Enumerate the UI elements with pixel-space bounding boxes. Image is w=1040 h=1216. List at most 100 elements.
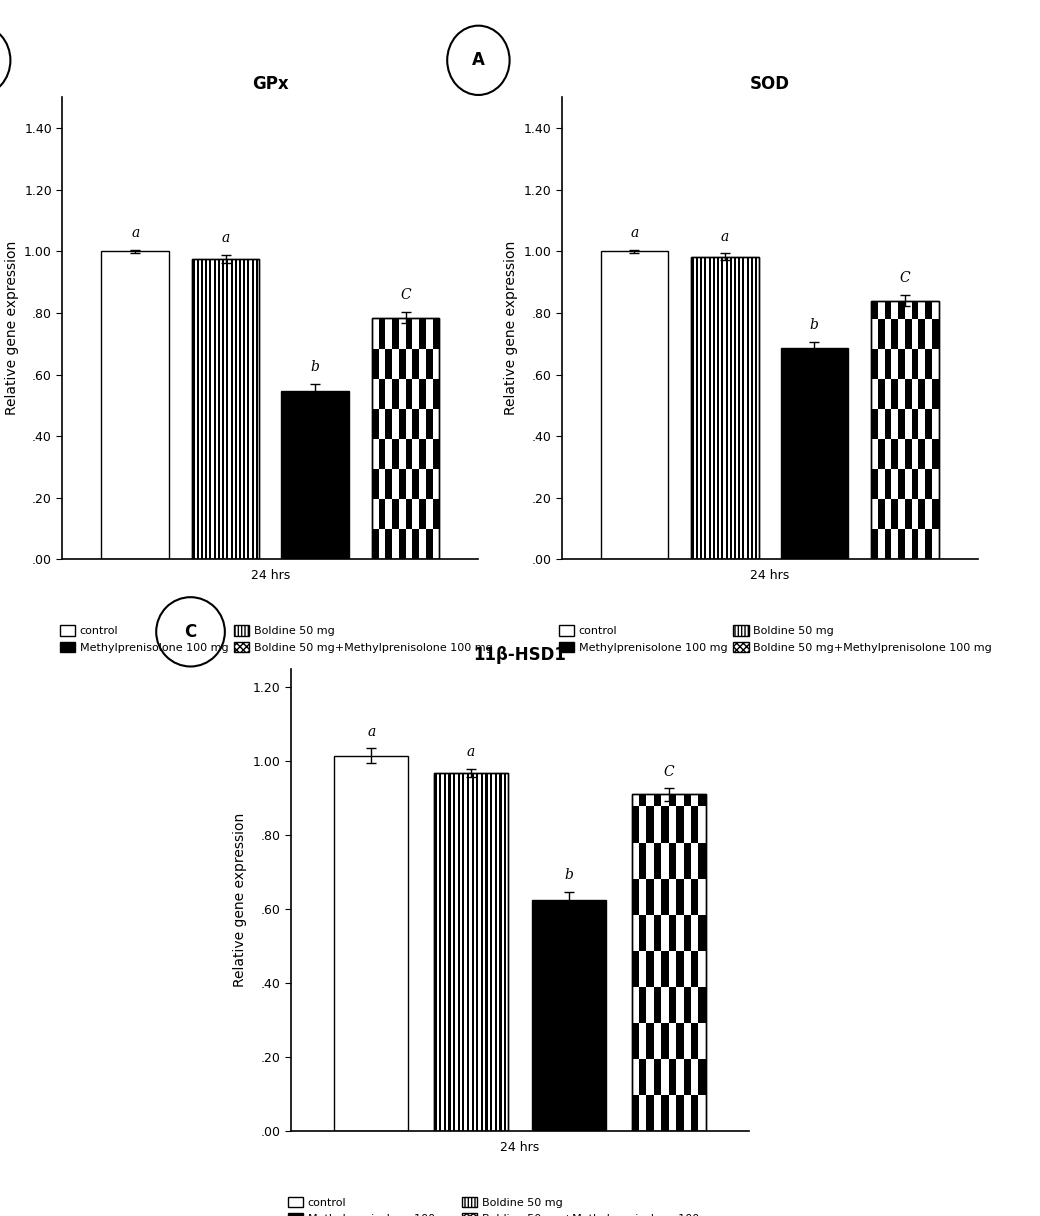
Bar [891,379,899,409]
Bar [433,439,439,469]
Bar [434,773,508,1131]
Bar [905,439,911,469]
Bar [379,500,385,529]
Bar [372,469,379,500]
Bar [683,986,691,1023]
Bar [385,409,392,439]
Bar [717,257,719,559]
Bar [419,500,426,529]
Bar [926,409,932,439]
Bar [462,773,465,1131]
Bar [102,252,168,559]
Bar [661,951,669,986]
Bar [256,259,258,559]
Bar [406,319,412,349]
Bar [243,259,245,559]
Bar [878,500,884,529]
Bar [631,1094,639,1131]
Bar [676,951,683,986]
Bar [781,348,849,559]
Y-axis label: Relative gene expression: Relative gene expression [4,241,19,416]
Bar [419,439,426,469]
Bar [399,529,406,559]
Bar [248,259,250,559]
Bar [435,773,437,1131]
Bar [669,986,676,1023]
Bar [412,349,419,379]
Bar [282,392,349,559]
Bar [392,500,399,529]
Bar [691,879,699,914]
Bar [654,986,661,1023]
Bar [654,1059,661,1094]
Bar [747,257,749,559]
Bar [433,500,439,529]
Bar [639,914,647,951]
Bar [372,317,379,319]
Text: A: A [472,51,485,69]
Bar [458,773,460,1131]
Bar [692,257,694,559]
Bar [217,259,219,559]
Bar [495,773,497,1131]
Bar [504,773,506,1131]
Bar [872,469,878,500]
Legend: control, Methylprenisolone 100 mg, Boldine 50 mg, Boldine 50 mg+Methylprenisolon: control, Methylprenisolone 100 mg, Boldi… [558,625,992,653]
Bar [691,1023,699,1059]
Bar [476,773,478,1131]
Bar [884,349,891,379]
Bar [722,257,724,559]
Bar [872,300,939,559]
Bar [878,379,884,409]
Bar [676,879,683,914]
Bar [434,773,508,1131]
Text: C: C [400,288,411,302]
Bar [676,1094,683,1131]
Bar [192,259,260,559]
Bar [661,806,669,843]
Bar [379,319,385,349]
Bar [872,529,878,559]
Bar [201,259,203,559]
Bar [911,349,918,379]
Bar [669,1059,676,1094]
Bar [480,773,483,1131]
Bar [385,469,392,500]
Bar [872,300,939,559]
Bar [699,986,706,1023]
Bar [691,806,699,843]
Bar [669,843,676,879]
Bar [385,529,392,559]
Y-axis label: Relative gene expression: Relative gene expression [233,812,248,987]
Bar [631,1023,639,1059]
Legend: control, Methylprenisolone 100 mg, Boldine 50 mg, Boldine 50 mg+Methylprenisolon: control, Methylprenisolone 100 mg, Boldi… [59,625,493,653]
Bar [399,409,406,439]
Bar [412,529,419,559]
Bar [372,529,379,559]
Bar [654,794,661,806]
Bar [676,806,683,843]
Bar [926,469,932,500]
Bar [639,794,647,806]
Bar [372,409,379,439]
Bar [699,914,706,951]
Bar [647,951,654,986]
Bar [467,773,469,1131]
Bar [471,773,474,1131]
Bar [392,319,399,349]
Bar [899,529,905,559]
Bar [932,500,938,529]
Bar [932,379,938,409]
Bar [872,409,878,439]
Bar [669,794,676,806]
Bar [631,879,639,914]
Bar [631,951,639,986]
Bar [932,439,938,469]
Text: a: a [367,725,375,739]
Bar [683,794,691,806]
Bar [227,259,229,559]
Bar [385,349,392,379]
Bar [905,319,911,349]
Bar [905,500,911,529]
Text: b: b [810,317,818,332]
